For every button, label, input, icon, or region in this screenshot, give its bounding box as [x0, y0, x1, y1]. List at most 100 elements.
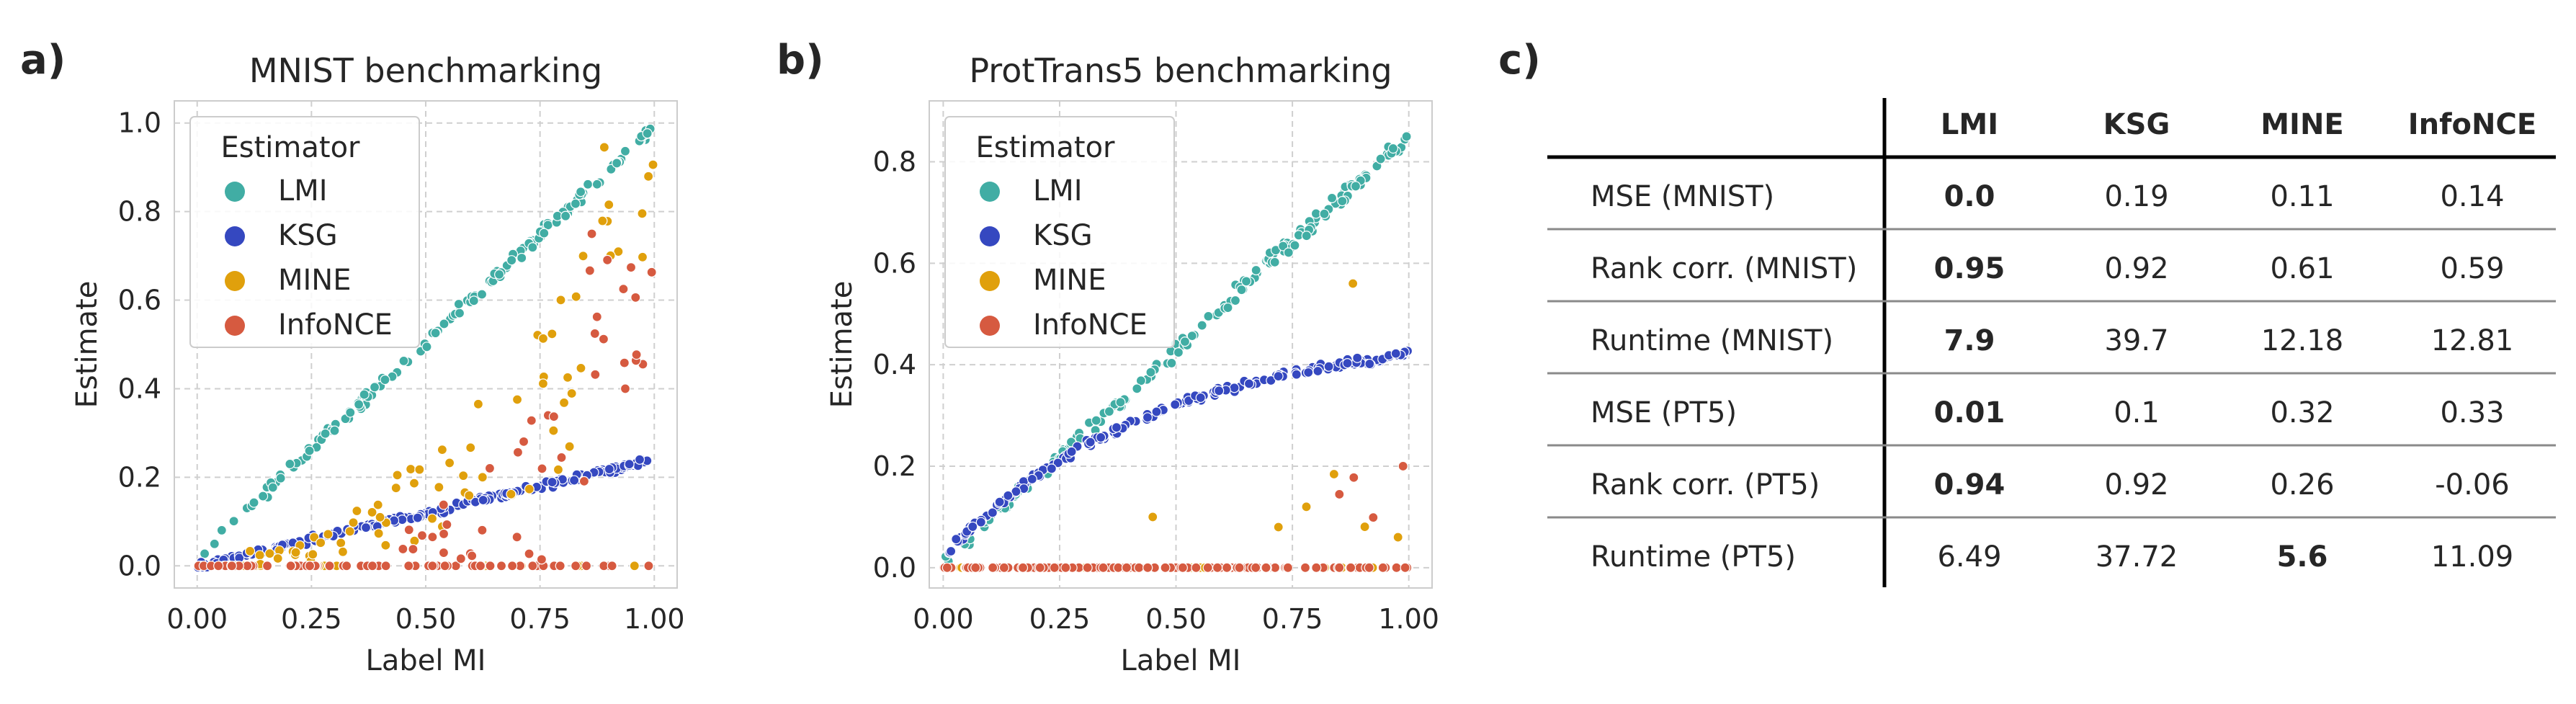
benchmark-table: LMI KSG MINE InfoNCE MSE (MNIST) 0.0 0.19 0.11 0… [1547, 98, 2556, 587]
prottrans5-scatter-plot: 0.00 0.25 0.50 0.75 1.00 0.0 0.2 0.4 0.6 0.8 ProtT… [826, 51, 1439, 677]
point-lmi [612, 158, 622, 169]
point-mine [464, 490, 475, 501]
point-mine [547, 329, 558, 339]
point-ksg [604, 463, 614, 475]
point-infonce [942, 562, 952, 573]
point-mine [1273, 522, 1284, 533]
point-infonce [1368, 512, 1379, 523]
point-ksg [946, 545, 957, 557]
table-cell: 0.11 [2270, 180, 2334, 213]
point-lmi [1186, 331, 1197, 342]
point-mine [473, 398, 484, 409]
point-lmi [320, 428, 331, 439]
point-mine [352, 505, 362, 517]
point-infonce [1261, 562, 1271, 573]
point-lmi [1337, 196, 1348, 207]
point-lmi [453, 298, 464, 310]
legend-label: LMI [278, 174, 328, 208]
x-tick-label: 0.00 [913, 603, 974, 635]
point-ksg [1170, 399, 1181, 410]
point-infonce [455, 553, 466, 564]
x-tick-label: 0.50 [395, 603, 457, 635]
point-ksg [1291, 369, 1302, 380]
point-lmi [476, 289, 488, 300]
point-infonce [442, 519, 452, 530]
table-cell: 0.95 [1934, 252, 2005, 285]
point-ksg [975, 517, 986, 527]
point-lmi [1230, 295, 1241, 306]
y-tick-label: 0.2 [118, 461, 161, 493]
point-infonce [1142, 562, 1153, 573]
point-ksg [1046, 463, 1057, 474]
point-lmi [560, 210, 571, 221]
point-lmi [620, 146, 631, 156]
point-lmi [1236, 285, 1247, 295]
point-infonce [590, 369, 601, 380]
legend-label: KSG [278, 219, 338, 252]
table-cell: 0.92 [2104, 468, 2168, 502]
point-mine [458, 471, 469, 481]
point-ksg [1352, 352, 1363, 363]
point-infonce [1391, 562, 1402, 573]
point-lmi [267, 482, 278, 493]
point-lmi [494, 269, 505, 280]
point-infonce [524, 548, 535, 559]
point-mine [367, 507, 377, 518]
x-tick-label: 0.50 [1145, 603, 1207, 635]
table-cell: 12.18 [2261, 324, 2344, 357]
point-mine [323, 529, 334, 540]
point-lmi [642, 128, 653, 139]
point-ksg [1096, 432, 1106, 443]
legend-marker [225, 316, 245, 336]
legend-marker [980, 226, 1000, 246]
point-infonce [1400, 562, 1410, 573]
point-mine [562, 372, 573, 383]
legend-marker [225, 271, 245, 291]
point-mine [372, 499, 383, 510]
points-layer [938, 131, 1413, 573]
point-infonce [367, 561, 378, 571]
point-infonce [536, 554, 547, 565]
point-infonce [625, 262, 637, 273]
point-lmi [285, 458, 295, 470]
panel-c-letter: c) [1498, 37, 1541, 84]
point-infonce [380, 561, 391, 571]
point-lmi [304, 445, 315, 456]
point-lmi [1132, 383, 1142, 394]
point-lmi [1278, 241, 1289, 251]
point-lmi [1091, 415, 1101, 426]
point-mine [426, 513, 438, 524]
point-lmi [1104, 406, 1114, 417]
legend-label: KSG [1033, 219, 1093, 252]
point-lmi [1197, 320, 1207, 331]
point-ksg [624, 459, 635, 470]
point-lmi [1289, 240, 1300, 251]
y-tick-label: 0.8 [118, 196, 161, 228]
point-infonce [1060, 562, 1071, 573]
plot-title: ProtTrans5 benchmarking [969, 51, 1392, 90]
point-mine [434, 482, 444, 493]
point-mine [408, 478, 420, 489]
point-mine [637, 208, 648, 219]
point-infonce [970, 562, 981, 573]
point-infonce [475, 561, 486, 571]
point-mine [1359, 521, 1370, 533]
point-infonce [438, 499, 449, 510]
x-tick-label: 0.75 [1262, 603, 1323, 635]
x-tick-label: 0.25 [281, 603, 342, 635]
legend-label: InfoNCE [1033, 308, 1148, 342]
table-cell: 0.94 [1934, 468, 2005, 502]
legend-label: LMI [1033, 174, 1083, 208]
point-mine [629, 561, 640, 571]
point-mine [511, 394, 523, 405]
point-infonce [511, 532, 522, 543]
point-infonce [1160, 562, 1171, 573]
point-infonce [507, 561, 518, 571]
point-mine [344, 526, 355, 537]
point-lmi [1251, 264, 1261, 276]
point-mine [1348, 278, 1359, 289]
point-infonce [1134, 562, 1145, 573]
point-lmi [216, 525, 227, 535]
point-ksg [987, 507, 998, 518]
point-mine [578, 251, 589, 262]
